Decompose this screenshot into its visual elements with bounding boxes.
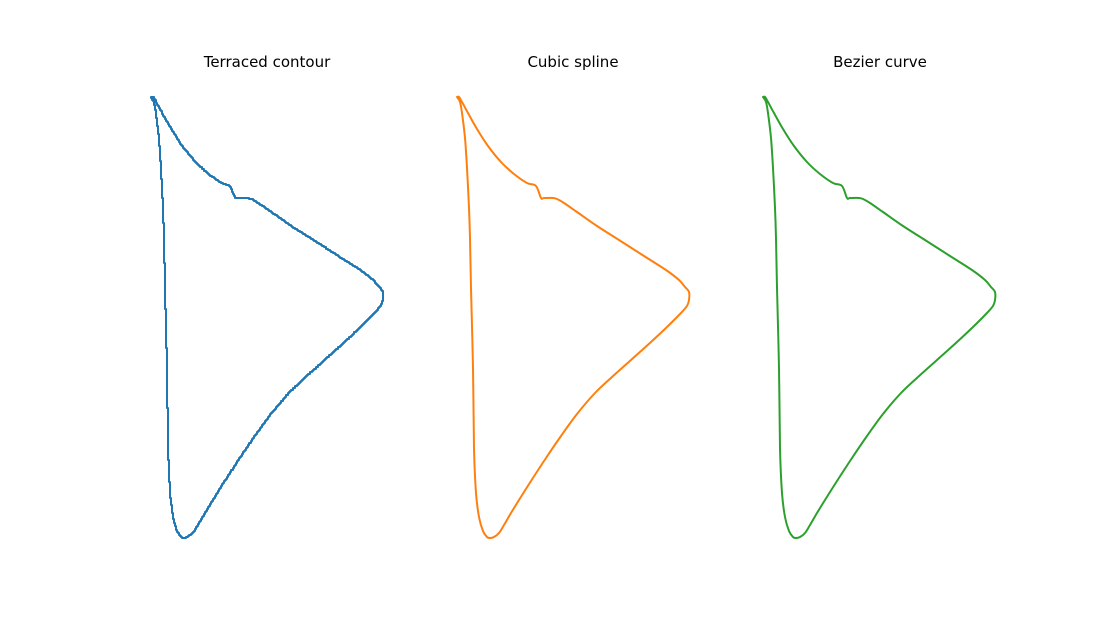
panel-title-terraced-contour: Terraced contour — [203, 53, 331, 71]
panel-title-bezier-curve: Bezier curve — [833, 53, 927, 71]
panel-title-cubic-spline: Cubic spline — [527, 53, 618, 71]
terraced-contour-line — [150, 96, 384, 539]
panel-bezier-curve: Bezier curve — [762, 53, 997, 540]
panel-cubic-spline: Cubic spline — [456, 53, 691, 540]
cubic-spline-line — [456, 95, 691, 540]
bezier-curve-line — [762, 95, 997, 540]
panel-terraced-contour: Terraced contour — [150, 53, 384, 539]
